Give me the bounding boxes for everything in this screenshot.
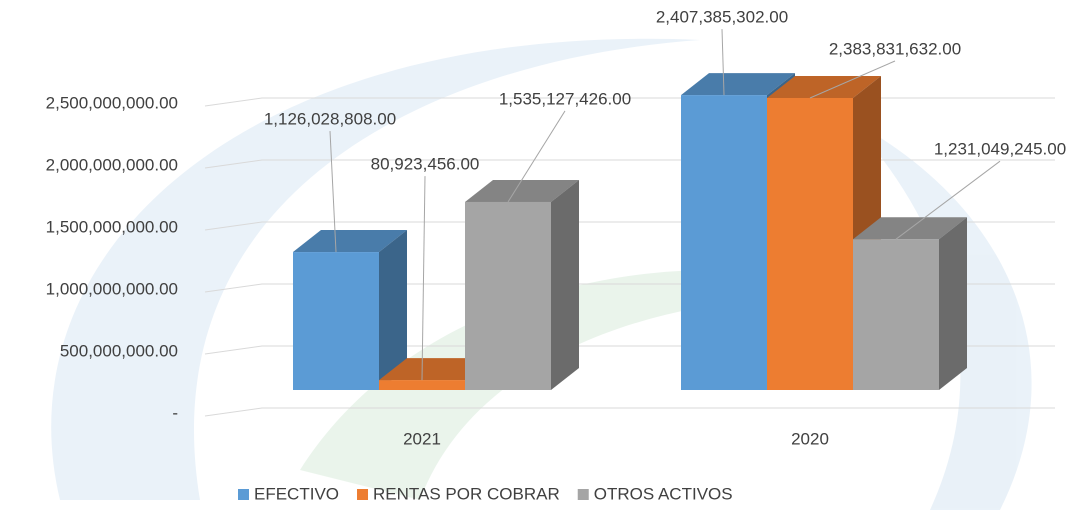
legend-label: EFECTIVO [254, 484, 339, 503]
y-tick-label: 1,500,000,000.00 [46, 217, 178, 236]
leader-line [329, 131, 337, 253]
leader-line [507, 110, 566, 203]
leader-line [895, 160, 1001, 240]
data-label: 1,231,049,245.00 [934, 140, 1066, 159]
data-label: 2,407,385,302.00 [656, 8, 788, 27]
data-label: 80,923,456.00 [371, 155, 480, 174]
bar-side [379, 230, 407, 390]
bar-top [767, 75, 881, 98]
legend-swatch [577, 489, 589, 500]
y-tick-label: 1,000,000,000.00 [46, 279, 178, 298]
legend-label: OTROS ACTIVOS [594, 484, 733, 503]
bar-top [465, 179, 579, 202]
leader-line [809, 60, 896, 99]
data-label: 1,535,127,426.00 [499, 89, 631, 108]
bar [379, 380, 465, 390]
watermark [51, 38, 1032, 510]
bar-top [293, 230, 407, 253]
leader-line [421, 176, 426, 381]
legend-swatch [357, 489, 369, 500]
bar [767, 97, 853, 390]
bar [465, 201, 551, 390]
bar-side [551, 179, 579, 390]
bar-top [681, 73, 795, 96]
legend-label: RENTAS POR COBRAR [373, 484, 560, 503]
grid-line [204, 407, 1055, 417]
bar-top [379, 358, 493, 381]
leader-line [721, 29, 725, 96]
y-tick-label: 2,000,000,000.00 [46, 155, 178, 174]
bar [853, 239, 939, 390]
y-tick-label: - [172, 403, 178, 422]
bar [681, 95, 767, 390]
y-tick-label: 2,500,000,000.00 [46, 93, 178, 112]
legend-swatch [238, 489, 249, 500]
y-tick-label: 500,000,000.00 [60, 341, 178, 360]
data-label: 2,383,831,632.00 [829, 39, 961, 58]
grid-line [204, 159, 1055, 169]
data-label: 1,126,028,808.00 [264, 110, 396, 129]
x-tick-label: 2020 [791, 429, 829, 448]
bar-side [939, 217, 967, 390]
bar [293, 252, 379, 390]
x-tick-label: 2021 [403, 429, 441, 448]
